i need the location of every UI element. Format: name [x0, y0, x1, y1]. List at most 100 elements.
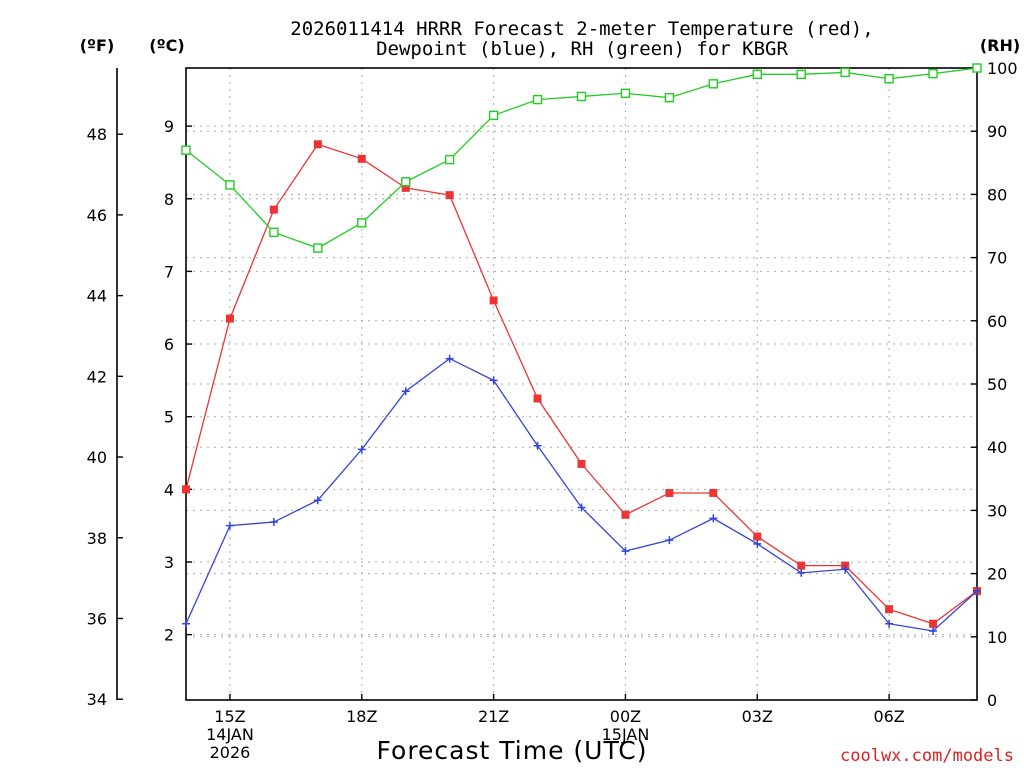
- rh-point: [488, 110, 499, 121]
- temperature-point: [753, 532, 762, 541]
- x-tick-label: 15JAN: [602, 725, 650, 744]
- dewpoint-point: [665, 536, 674, 545]
- fahrenheit-tick-label: 44: [87, 287, 107, 306]
- celsius-tick-label: 9: [164, 117, 174, 136]
- rh-tick-label: 70: [987, 249, 1007, 268]
- credit-text: coolwx.com/models: [840, 746, 1014, 766]
- dewpoint-line: [185, 357, 978, 632]
- rh-point: [840, 67, 850, 78]
- chart-title-line-2: Dewpoint (blue), RH (green) for KBGR: [376, 38, 788, 60]
- celsius-unit-label: (ºC): [149, 36, 184, 55]
- rh-tick-label: 60: [987, 312, 1007, 331]
- rh-point: [444, 154, 455, 165]
- temperature-point: [269, 205, 278, 214]
- rh-tick-label: 90: [987, 122, 1007, 141]
- x-tick-label: 18Z: [346, 707, 377, 726]
- fahrenheit-tick-label: 36: [87, 609, 107, 628]
- temperature-point: [225, 314, 234, 323]
- celsius-tick-label: 4: [164, 480, 174, 499]
- temperature-point: [885, 605, 894, 614]
- rh-tick-label: 50: [987, 375, 1007, 394]
- rh-point: [664, 93, 675, 103]
- celsius-tick-label: 6: [164, 335, 174, 354]
- dewpoint-point: [357, 445, 366, 454]
- fahrenheit-unit-label: (ºF): [80, 36, 115, 55]
- rh-point: [576, 91, 587, 102]
- x-tick-label: 03Z: [742, 707, 773, 726]
- dewpoint-point: [973, 587, 981, 596]
- x-tick-label: 00Z: [610, 707, 641, 726]
- x-tick-label: 15Z: [214, 707, 245, 726]
- temperature-series: [182, 140, 981, 628]
- rh-point: [972, 63, 982, 73]
- dewpoint-point: [885, 619, 894, 628]
- dewpoint-point: [621, 547, 630, 556]
- temperature-point: [313, 140, 322, 149]
- rh-point: [532, 94, 543, 105]
- celsius-tick-label: 5: [164, 408, 174, 427]
- fahrenheit-tick-label: 38: [87, 529, 107, 548]
- temperature-point: [489, 296, 498, 305]
- dewpoint-point: [225, 521, 234, 530]
- rh-point: [357, 218, 367, 228]
- rh-point: [884, 74, 894, 84]
- rh-point: [928, 68, 938, 79]
- rh-point: [225, 180, 235, 190]
- rh-unit-label: (RH): [980, 36, 1020, 55]
- rh-tick-label: 40: [987, 438, 1007, 457]
- celsius-tick-label: 7: [164, 262, 174, 281]
- rh-tick-label: 20: [987, 565, 1007, 584]
- x-tick-label: 06Z: [873, 707, 904, 726]
- rh-tick-label: 10: [987, 628, 1007, 647]
- x-tick-label: 14JAN: [206, 725, 254, 744]
- rh-point: [752, 69, 762, 80]
- temperature-point: [182, 485, 190, 494]
- dewpoint-point: [577, 503, 586, 512]
- fahrenheit-tick-label: 42: [87, 367, 107, 386]
- celsius-tick-label: 3: [164, 553, 174, 572]
- temperature-point: [357, 154, 366, 163]
- rh-series: [181, 63, 982, 253]
- data-series: [181, 63, 982, 635]
- temperature-point: [401, 183, 410, 192]
- dewpoint-point: [401, 387, 410, 396]
- dewpoint-point: [797, 568, 806, 577]
- rh-point: [708, 79, 719, 89]
- temperature-point: [709, 488, 718, 497]
- axes: 3436384042444648234567890102030405060708…: [87, 59, 1018, 762]
- dewpoint-point: [489, 376, 498, 385]
- rh-point: [181, 145, 191, 155]
- dewpoint-point: [753, 539, 762, 548]
- dewpoint-series: [182, 354, 981, 635]
- rh-tick-label: 100: [987, 59, 1018, 78]
- rh-tick-label: 0: [987, 691, 997, 710]
- rh-point: [620, 88, 631, 98]
- celsius-tick-label: 8: [164, 190, 174, 209]
- dewpoint-point: [182, 619, 190, 628]
- x-tick-label: 2026: [210, 743, 251, 762]
- temperature-point: [665, 488, 674, 497]
- dewpoint-point: [841, 565, 850, 574]
- temperature-point: [621, 510, 630, 519]
- temperature-point: [929, 619, 938, 628]
- chart-title-line-1: 2026011414 HRRR Forecast 2-meter Tempera…: [290, 18, 873, 40]
- dewpoint-point: [533, 441, 542, 450]
- rh-tick-label: 30: [987, 501, 1007, 520]
- dewpoint-point: [709, 514, 718, 523]
- temperature-point: [445, 191, 454, 200]
- rh-point: [313, 243, 323, 253]
- celsius-tick-label: 2: [164, 626, 174, 645]
- rh-point: [796, 69, 806, 80]
- x-tick-label: 21Z: [478, 707, 509, 726]
- temperature-point: [533, 394, 542, 403]
- dewpoint-point: [313, 496, 322, 505]
- x-axis-label: Forecast Time (UTC): [377, 736, 648, 765]
- fahrenheit-tick-label: 40: [87, 448, 107, 467]
- dewpoint-point: [269, 518, 278, 527]
- temperature-point: [797, 561, 806, 570]
- dewpoint-point: [929, 626, 938, 635]
- temperature-point: [577, 459, 586, 468]
- rh-point: [269, 227, 279, 238]
- fahrenheit-tick-label: 48: [87, 125, 107, 144]
- rh-tick-label: 80: [987, 185, 1007, 204]
